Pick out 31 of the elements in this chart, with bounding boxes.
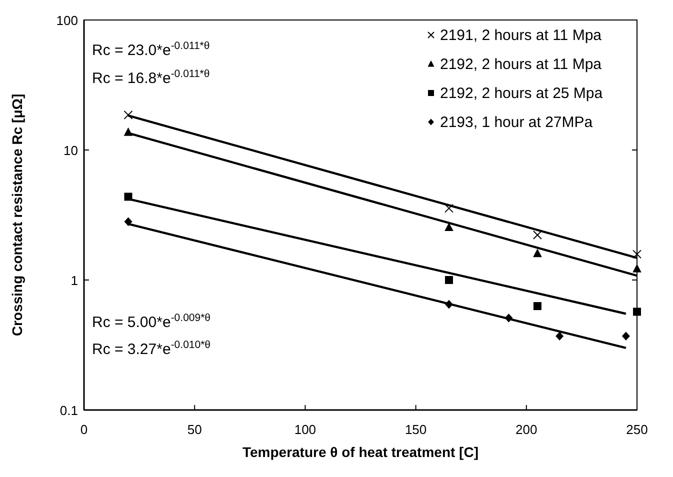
y-tick-label: 10: [64, 143, 78, 158]
annotation: Rc = 5.00*e$^{-0.009*θ}$: [92, 312, 211, 331]
point: [533, 248, 542, 258]
x-tick-label: 50: [187, 422, 202, 437]
point: [556, 332, 564, 341]
x-tick-label: 0: [80, 422, 88, 437]
point: [444, 204, 454, 213]
y-tick-label: 100: [56, 13, 78, 28]
x-tick-label: 150: [404, 422, 427, 437]
annotation: Rc = 3.27*e$^{-0.010*θ}$: [92, 339, 211, 358]
x-tick-label: 100: [294, 422, 316, 437]
annotation: Rc = 16.8*e$^{-0.011*θ}$: [92, 68, 210, 87]
point: [533, 302, 542, 310]
y-tick-label: 0.1: [60, 403, 78, 418]
legend-label: 2192, 2 hours at 11 Mpa: [440, 56, 602, 73]
point: [622, 332, 630, 341]
y-axis-title: Crossing contact resistance Rc [μΩ]: [9, 94, 25, 336]
point: [444, 222, 454, 231]
legend-label: 2193, 1 hour at 27MPa: [440, 114, 594, 131]
x-tick-label: 250: [626, 422, 648, 437]
legend-label: 2191, 2 hours at 11 Mpa: [440, 27, 602, 44]
point: [124, 110, 133, 120]
point: [632, 250, 642, 259]
x-axis-title: Temperature θ of heat treatment [C]: [242, 444, 479, 460]
point: [633, 308, 641, 316]
legend-label: 2192, 2 hours at 25 Mpa: [440, 85, 604, 102]
y-tick-label: 1: [70, 273, 78, 288]
point: [444, 276, 453, 284]
point: [532, 230, 542, 240]
x-tick-label: 200: [516, 422, 538, 437]
annotation: Rc = 23.0*e$^{-0.011*θ}$: [92, 40, 210, 59]
